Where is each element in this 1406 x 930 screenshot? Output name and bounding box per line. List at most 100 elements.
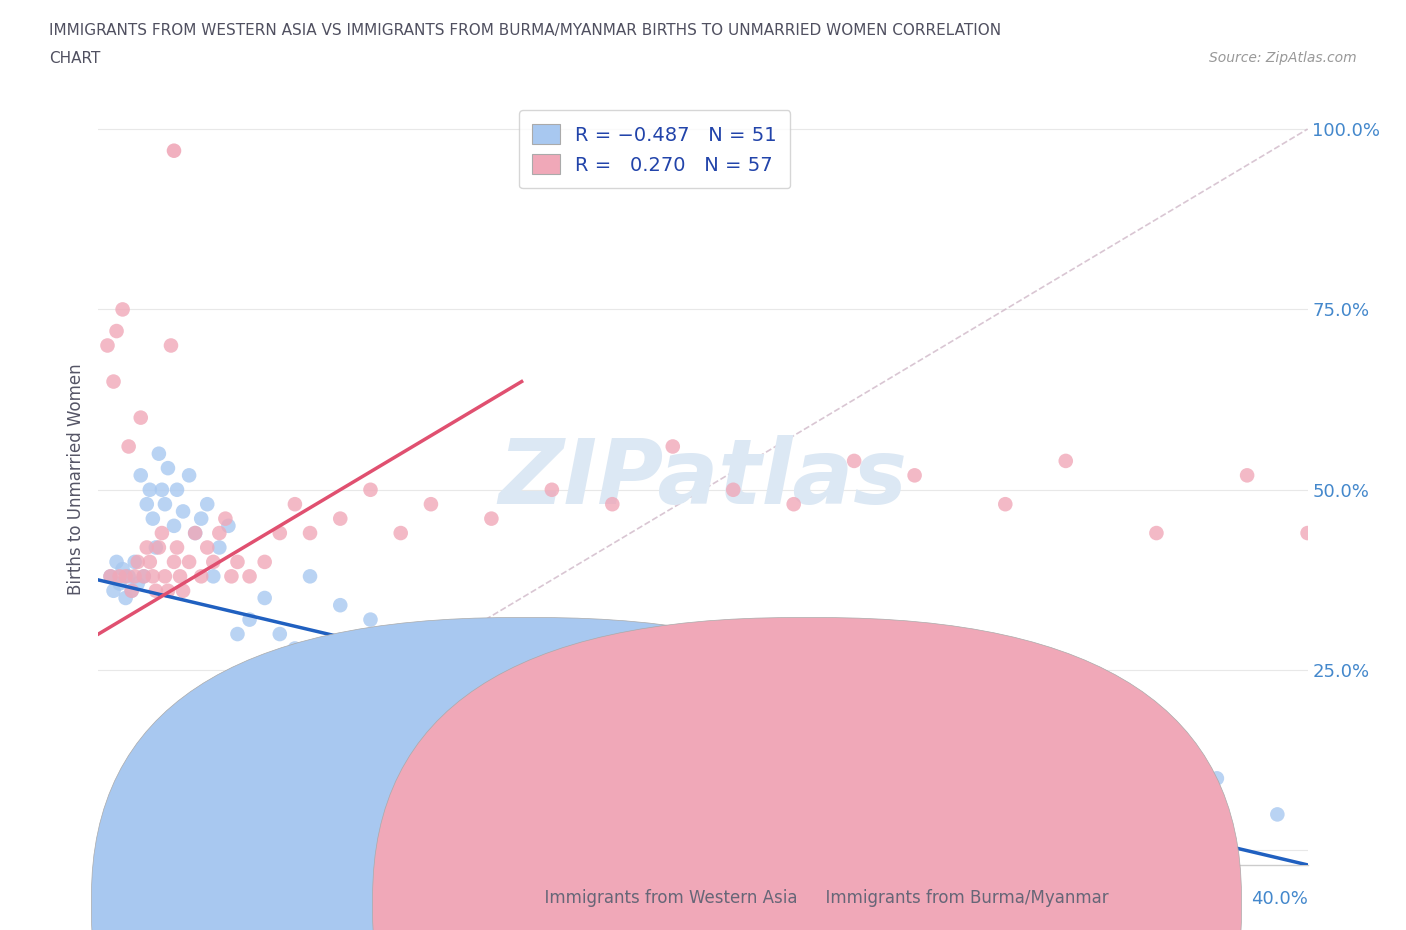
Text: CHART: CHART: [49, 51, 101, 66]
Point: [105, 324, 128, 339]
Point: [602, 497, 624, 512]
Point: [127, 554, 149, 569]
Point: [124, 554, 146, 569]
Point: [179, 468, 201, 483]
Point: [132, 569, 155, 584]
Point: [510, 663, 533, 678]
Point: [118, 439, 141, 454]
Point: [135, 540, 157, 555]
Point: [360, 612, 382, 627]
Point: [124, 569, 146, 584]
Point: [114, 591, 136, 605]
Point: [661, 439, 683, 454]
Point: [103, 583, 125, 598]
Point: [111, 302, 134, 317]
Text: Source: ZipAtlas.com: Source: ZipAtlas.com: [1209, 51, 1357, 65]
Text: 0.0%: 0.0%: [98, 890, 143, 909]
Point: [163, 143, 186, 158]
Point: [329, 598, 352, 613]
Point: [145, 583, 167, 598]
Point: [783, 497, 806, 512]
Point: [153, 497, 176, 512]
Point: [96, 338, 118, 352]
Point: [156, 460, 179, 475]
Point: [160, 338, 183, 352]
Point: [100, 569, 122, 584]
Point: [163, 518, 186, 533]
Point: [132, 569, 155, 584]
Point: [269, 627, 291, 642]
Point: [1054, 454, 1077, 469]
Point: [169, 569, 191, 584]
Point: [994, 497, 1017, 512]
Point: [139, 483, 162, 498]
Point: [873, 727, 896, 742]
Point: [172, 583, 194, 598]
Point: [389, 525, 412, 540]
Point: [127, 576, 149, 591]
Legend: R = −0.487   N = 51, R =   0.270   N = 57: R = −0.487 N = 51, R = 0.270 N = 57: [519, 111, 790, 189]
Point: [153, 569, 176, 584]
Point: [1144, 525, 1167, 540]
Point: [450, 684, 472, 699]
Point: [108, 569, 131, 584]
Point: [135, 497, 157, 512]
Point: [221, 569, 243, 584]
Point: [1267, 807, 1289, 822]
Point: [217, 518, 239, 533]
Text: IMMIGRANTS FROM WESTERN ASIA VS IMMIGRANTS FROM BURMA/MYANMAR BIRTHS TO UNMARRIE: IMMIGRANTS FROM WESTERN ASIA VS IMMIGRAN…: [49, 23, 1001, 38]
Point: [783, 713, 806, 728]
Point: [179, 554, 201, 569]
Point: [100, 569, 122, 584]
Point: [150, 483, 173, 498]
Point: [208, 540, 231, 555]
Point: [108, 576, 131, 591]
Point: [389, 627, 412, 642]
Text: Immigrants from Western Asia: Immigrants from Western Asia: [534, 889, 797, 907]
Point: [208, 525, 231, 540]
Text: Immigrants from Burma/Myanmar: Immigrants from Burma/Myanmar: [815, 889, 1109, 907]
Point: [129, 468, 152, 483]
Point: [163, 554, 186, 569]
Point: [150, 525, 173, 540]
Point: [360, 483, 382, 498]
Point: [118, 569, 141, 584]
Point: [1206, 771, 1229, 786]
Point: [214, 512, 236, 526]
Point: [481, 512, 503, 526]
Point: [142, 569, 165, 584]
Point: [226, 627, 249, 642]
Text: 40.0%: 40.0%: [1251, 890, 1308, 909]
Point: [299, 569, 322, 584]
Point: [202, 554, 225, 569]
Point: [148, 540, 170, 555]
Point: [105, 554, 128, 569]
Point: [1085, 756, 1108, 771]
Point: [145, 540, 167, 555]
Point: [299, 525, 322, 540]
Point: [129, 410, 152, 425]
Text: ZIPatlas: ZIPatlas: [499, 435, 907, 523]
Point: [195, 497, 218, 512]
Point: [142, 512, 165, 526]
Point: [994, 742, 1017, 757]
Point: [166, 483, 188, 498]
Point: [253, 591, 276, 605]
Point: [1236, 468, 1258, 483]
Point: [269, 525, 291, 540]
Point: [329, 512, 352, 526]
Point: [121, 583, 143, 598]
Point: [184, 525, 207, 540]
Point: [723, 483, 745, 498]
Point: [172, 504, 194, 519]
Point: [631, 684, 654, 699]
Y-axis label: Births to Unmarried Women: Births to Unmarried Women: [66, 363, 84, 595]
Point: [202, 569, 225, 584]
Point: [420, 497, 443, 512]
Point: [540, 483, 562, 498]
Point: [103, 374, 125, 389]
Point: [226, 554, 249, 569]
Point: [156, 583, 179, 598]
Point: [148, 446, 170, 461]
Point: [166, 540, 188, 555]
